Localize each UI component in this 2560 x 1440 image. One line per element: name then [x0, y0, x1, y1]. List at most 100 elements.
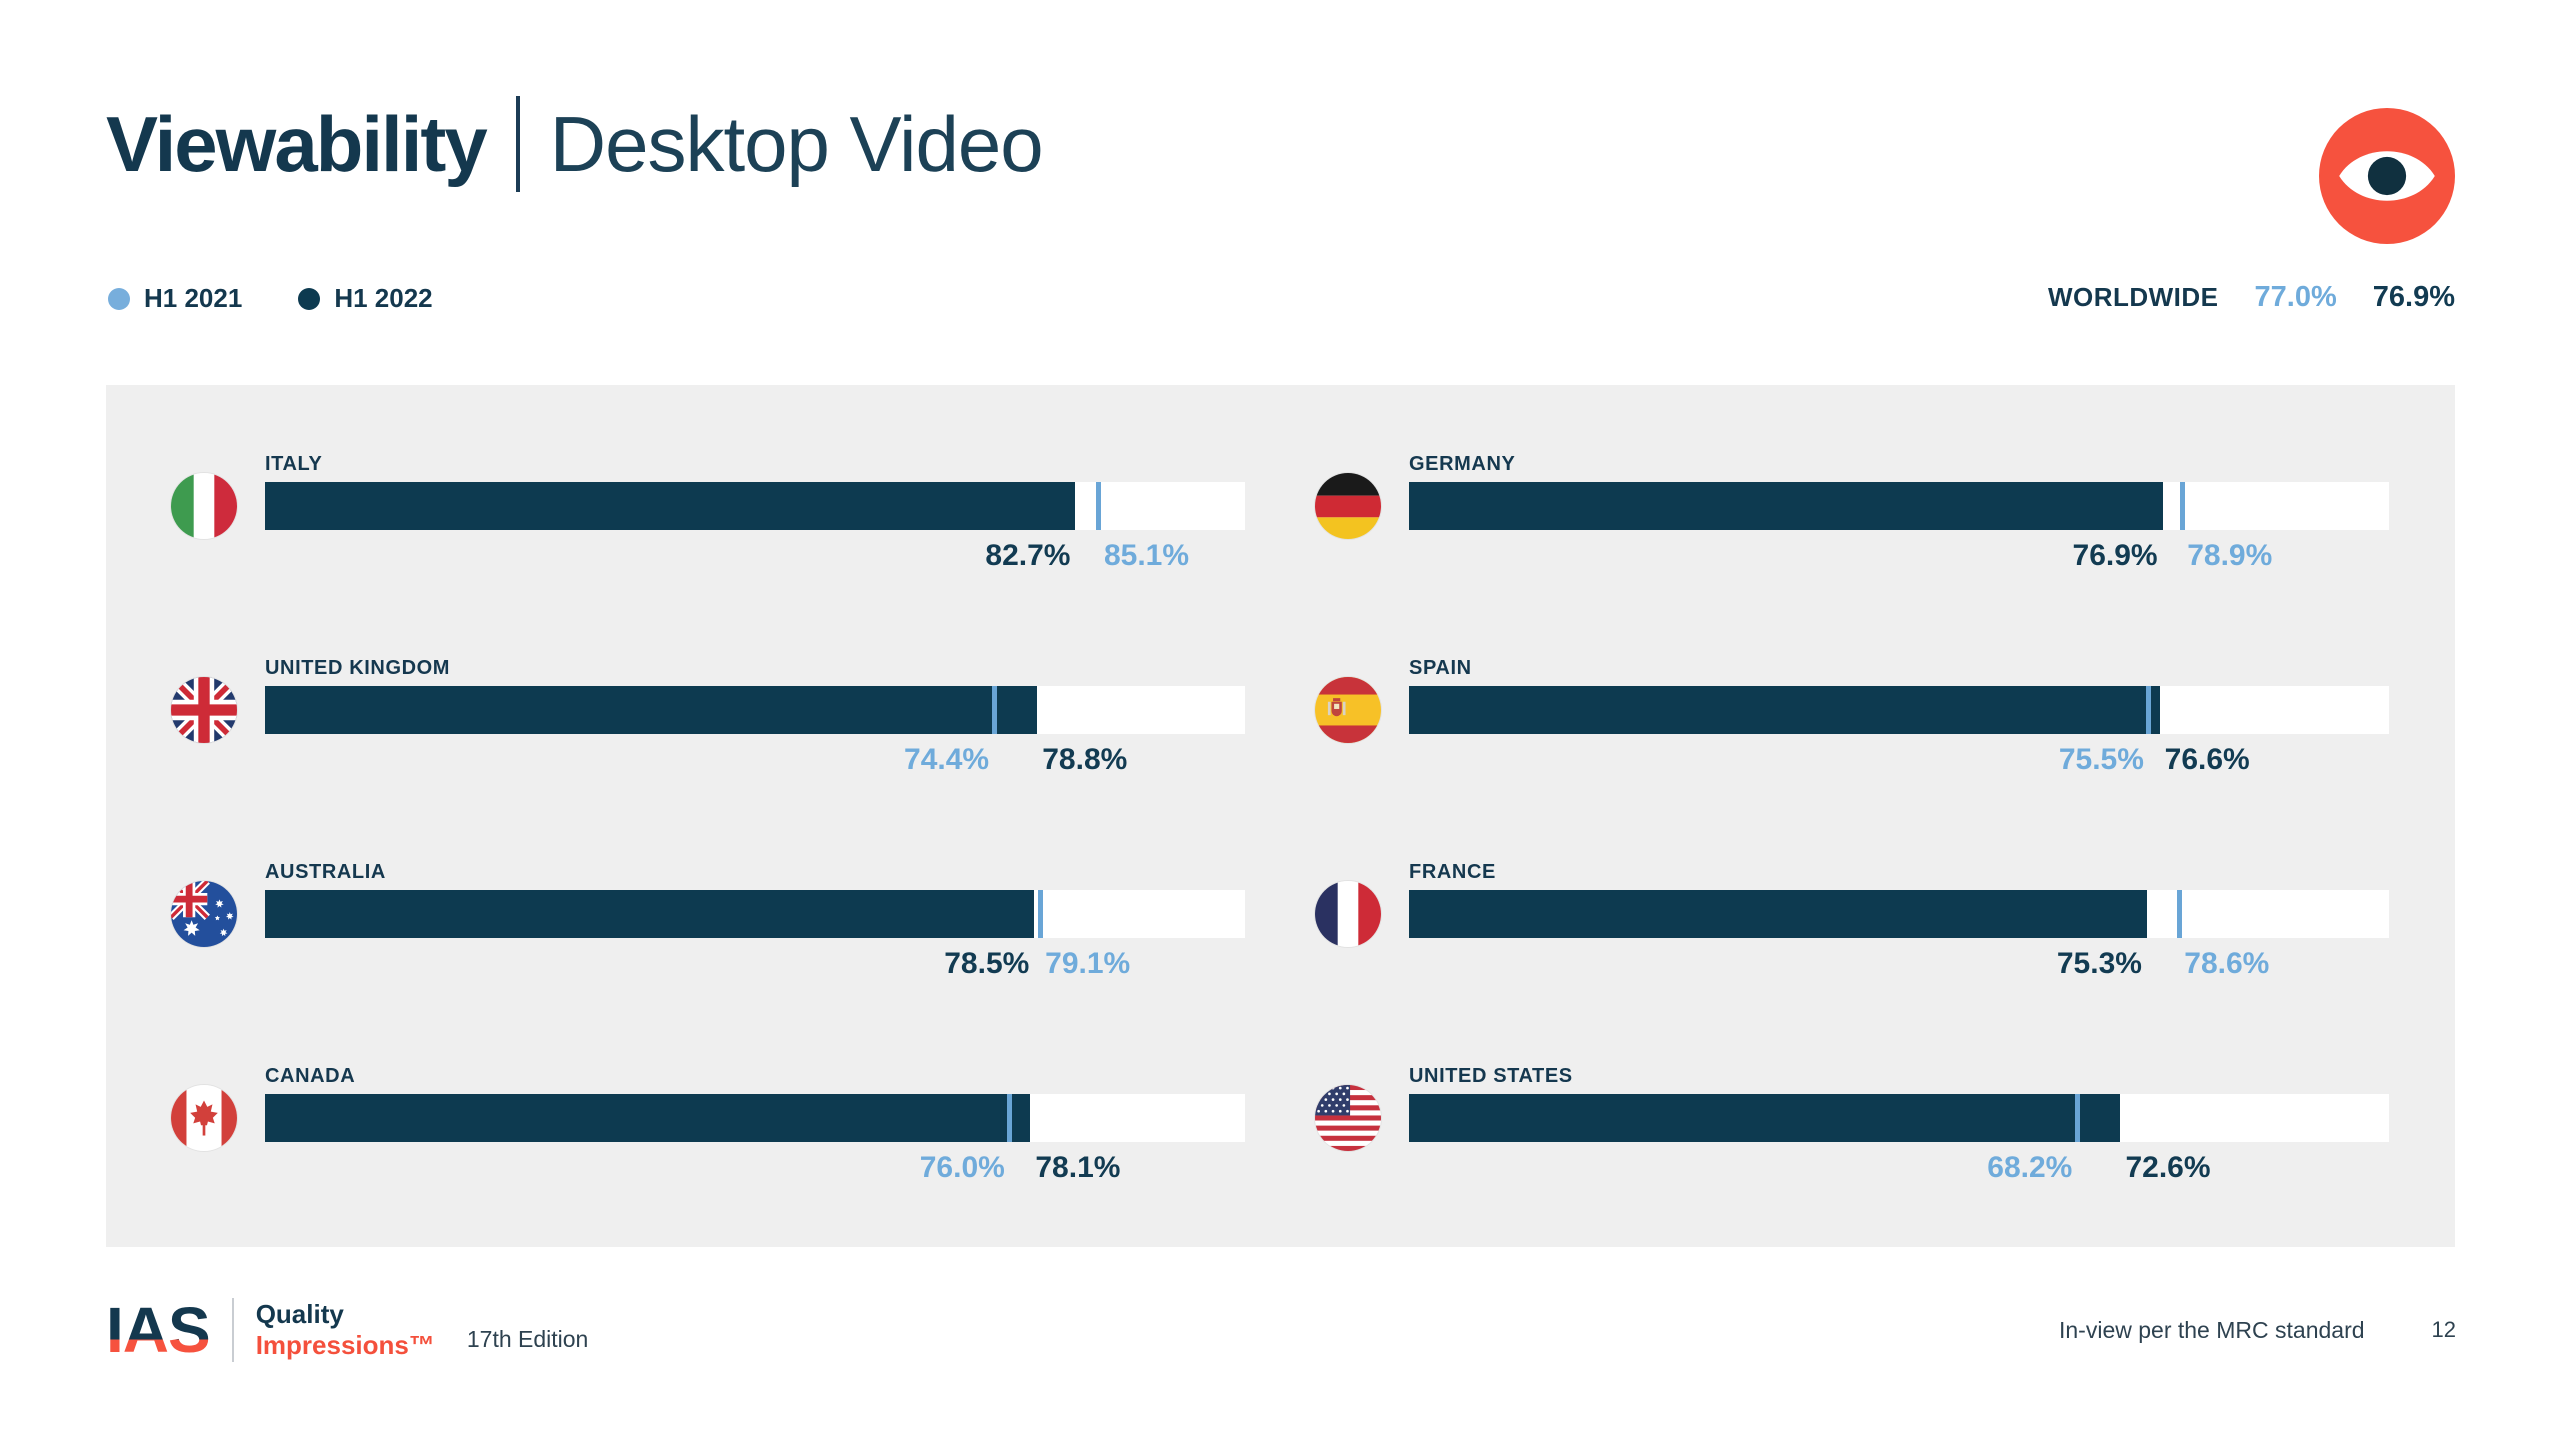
bar-h1-2022: [1409, 1094, 2121, 1142]
page-header: Viewability Desktop Video: [106, 96, 1044, 192]
value-h1-2021: 75.5%: [2058, 743, 2144, 776]
legend-item-h1-2022: H1 2022: [298, 283, 433, 314]
legend-dot-h1-2021-icon: [108, 287, 130, 310]
tagline-impressions: Impressions™: [255, 1330, 435, 1360]
legend-label: H1 2021: [144, 283, 243, 313]
mrc-note: In-view per the MRC standard: [2059, 1316, 2365, 1343]
bar-h1-2022: [265, 482, 1076, 530]
legend-item-h1-2021: H1 2021: [108, 283, 242, 314]
bar-values: 74.4% 78.8%: [265, 743, 1245, 777]
value-h1-2022: 76.9%: [2072, 539, 2158, 572]
column-right: GERMANY 76.9% 78.9% SPAIN: [1315, 452, 2389, 1268]
chart-panel: ITALY 82.7% 85.1% UNITED KINGDOM: [106, 385, 2455, 1247]
value-h1-2022: 72.6%: [2125, 1151, 2211, 1184]
flag-italy-icon: [171, 473, 237, 539]
country-label: UNITED STATES: [1409, 1065, 1573, 1087]
country-rows: ITALY 82.7% 85.1% UNITED KINGDOM: [106, 385, 2455, 1268]
country-row: UNITED STATES 68.2% 72.6%: [1315, 1064, 2389, 1185]
value-h1-2021: 74.4%: [904, 743, 990, 776]
footer-meta: In-view per the MRC standard 12: [2059, 1317, 2456, 1344]
bar-track: [265, 482, 1245, 530]
flag-france-icon: [1315, 881, 1381, 947]
bar-values: 68.2% 72.6%: [1409, 1151, 2389, 1185]
bar-h1-2022: [265, 1094, 1031, 1142]
flag-spain-icon: [1315, 677, 1381, 743]
page-number: 12: [2431, 1317, 2456, 1342]
legend: H1 2021 H1 2022: [108, 283, 433, 314]
value-h1-2022: 78.8%: [1042, 743, 1128, 776]
bar-values: 75.5% 76.6%: [1409, 743, 2389, 777]
marker-h1-2021: [2074, 1094, 2080, 1142]
country-label: CANADA: [265, 1065, 356, 1087]
page-title: Viewability: [106, 100, 488, 188]
value-h1-2022: 75.3%: [2056, 947, 2142, 980]
country-row: SPAIN 75.5% 76.6%: [1315, 656, 2389, 777]
bar-track: [265, 686, 1245, 734]
marker-h1-2021: [991, 686, 997, 734]
value-h1-2021: 68.2%: [1987, 1151, 2073, 1184]
flag-us-icon: [1315, 1085, 1381, 1151]
marker-h1-2021: [1007, 1094, 1013, 1142]
eye-icon: [2319, 108, 2455, 244]
value-h1-2022: 78.5%: [944, 947, 1030, 980]
country-row: GERMANY 76.9% 78.9%: [1315, 452, 2389, 573]
value-h1-2021: 76.0%: [919, 1151, 1005, 1184]
tagline-quality: Quality: [255, 1298, 344, 1329]
ias-logo: IAS: [106, 1293, 211, 1366]
country-label: ITALY: [265, 453, 323, 475]
flag-uk-icon: [171, 677, 237, 743]
column-left: ITALY 82.7% 85.1% UNITED KINGDOM: [171, 452, 1245, 1268]
country-label: AUSTRALIA: [265, 861, 386, 883]
logo-divider: [231, 1298, 234, 1362]
bar-h1-2022: [1409, 482, 2163, 530]
bar-track: [1409, 686, 2389, 734]
legend-dot-h1-2022-icon: [298, 287, 321, 310]
bar-track: [1409, 482, 2389, 530]
worldwide-label: WORLDWIDE: [2047, 282, 2219, 312]
flag-canada-icon: [171, 1085, 237, 1151]
marker-h1-2021: [2146, 686, 2152, 734]
marker-h1-2021: [1096, 482, 1102, 530]
flag-germany-icon: [1315, 473, 1381, 539]
title-divider: [515, 96, 520, 192]
bar-track: [1409, 1094, 2389, 1142]
country-label: FRANCE: [1409, 861, 1496, 883]
marker-h1-2021: [1037, 890, 1043, 938]
country-row: CANADA 76.0% 78.1%: [171, 1064, 1245, 1185]
footer-brand: IAS Quality Impressions™ 17th Edition: [106, 1298, 588, 1362]
footer: IAS Quality Impressions™ 17th Edition In…: [106, 1298, 2456, 1362]
edition-label: 17th Edition: [466, 1325, 589, 1352]
country-row: ITALY 82.7% 85.1%: [171, 452, 1245, 573]
worldwide-summary: WORLDWIDE 77.0% 76.9%: [2048, 281, 2455, 314]
value-h1-2022: 82.7%: [985, 539, 1071, 572]
bar-h1-2022: [1409, 686, 2160, 734]
bar-values: 82.7% 85.1%: [265, 539, 1245, 573]
worldwide-h1-2021-value: 77.0%: [2254, 281, 2337, 313]
country-row: UNITED KINGDOM 74.4% 78.8%: [171, 656, 1245, 777]
page-subtitle: Desktop Video: [549, 100, 1044, 188]
bar-h1-2022: [1409, 890, 2147, 938]
country-label: GERMANY: [1409, 453, 1516, 475]
value-h1-2021: 78.6%: [2184, 947, 2270, 980]
bar-values: 76.0% 78.1%: [265, 1151, 1245, 1185]
brand-tagline: Quality Impressions™: [256, 1299, 435, 1361]
flag-australia-icon: [171, 881, 237, 947]
value-h1-2022: 78.1%: [1035, 1151, 1121, 1184]
legend-label: H1 2022: [334, 283, 433, 313]
bar-values: 75.3% 78.6%: [1409, 947, 2389, 981]
bar-track: [1409, 890, 2389, 938]
bar-h1-2022: [265, 890, 1035, 938]
country-label: UNITED KINGDOM: [265, 657, 451, 679]
bar-track: [265, 890, 1245, 938]
country-row: FRANCE 75.3% 78.6%: [1315, 860, 2389, 981]
bar-values: 76.9% 78.9%: [1409, 539, 2389, 573]
worldwide-h1-2022-value: 76.9%: [2372, 281, 2455, 313]
value-h1-2021: 85.1%: [1103, 539, 1190, 572]
value-h1-2021: 78.9%: [2187, 539, 2273, 572]
bar-values: 78.5% 79.1%: [265, 947, 1245, 981]
marker-h1-2021: [2176, 890, 2182, 938]
country-row: AUSTRALIA 78.5% 79.1%: [171, 860, 1245, 981]
bar-track: [265, 1094, 1245, 1142]
country-label: SPAIN: [1409, 657, 1472, 679]
